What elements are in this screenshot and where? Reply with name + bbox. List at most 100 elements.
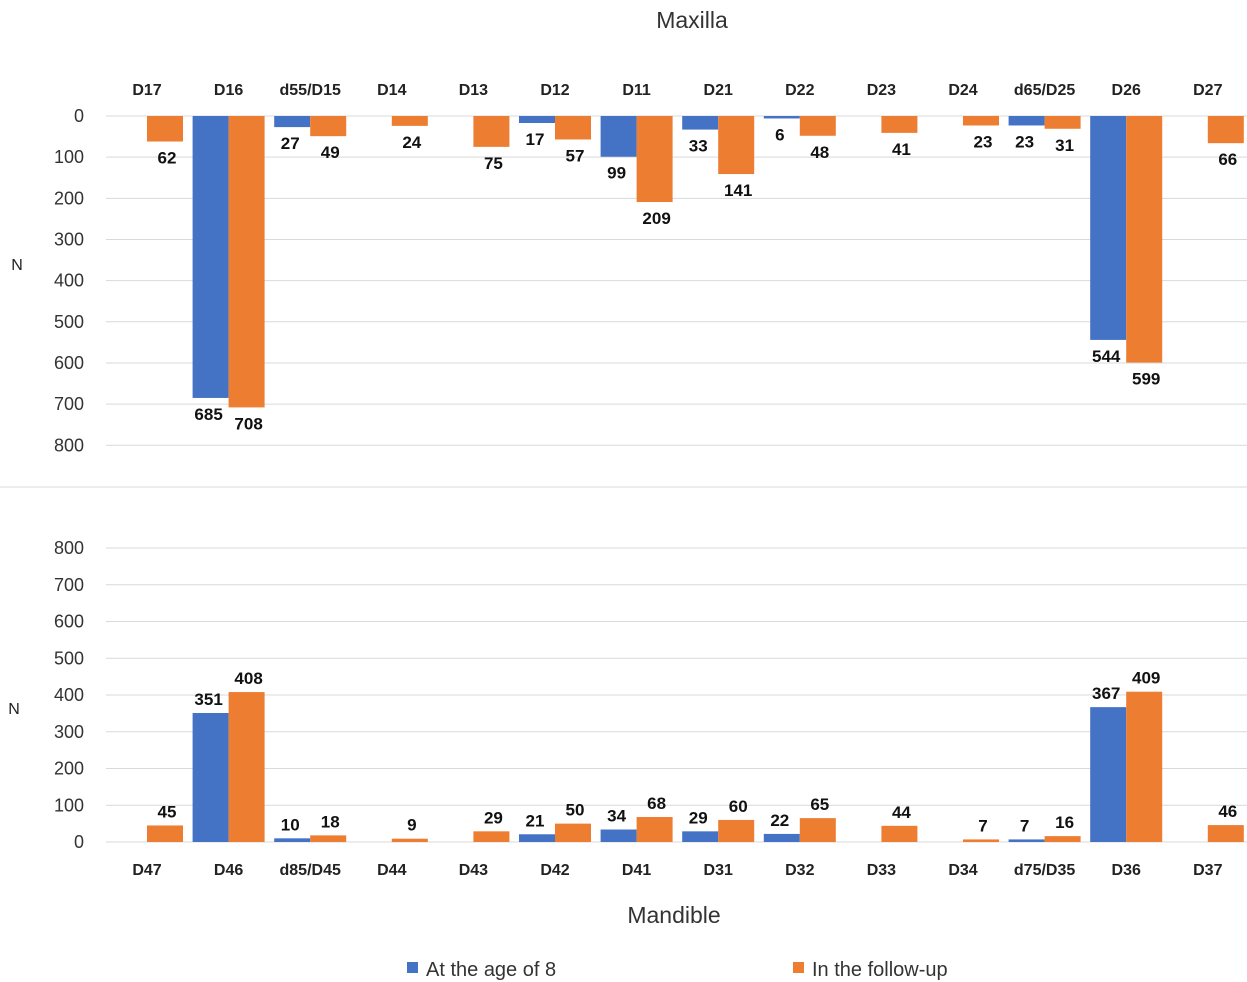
max-y-tick-label: 300 (54, 229, 84, 249)
legend-label-age8: At the age of 8 (426, 959, 556, 981)
man-bar-followup (228, 692, 265, 842)
man-data-label-followup: 68 (647, 794, 666, 813)
man-bar-followup (391, 838, 428, 842)
man-category-label: d85/D45 (280, 862, 341, 879)
man-bar-age8 (519, 834, 555, 842)
max-bar-followup (228, 116, 265, 408)
max-y-tick-label: 200 (54, 188, 84, 208)
max-category-label: D21 (704, 82, 733, 99)
man-data-label-followup: 60 (729, 797, 748, 816)
man-category-label: D37 (1193, 862, 1222, 879)
man-bar-followup (1044, 836, 1081, 842)
man-bar-followup (1207, 825, 1244, 842)
max-category-label: D17 (132, 82, 161, 99)
max-y-tick-label: 100 (54, 147, 84, 167)
max-data-label-age8: 23 (1015, 132, 1034, 151)
man-y-tick-label: 600 (54, 612, 84, 632)
man-category-label: d75/D35 (1014, 862, 1075, 879)
max-bar-age8 (192, 116, 229, 398)
max-bar-age8 (519, 116, 555, 123)
man-data-label-followup: 50 (566, 801, 585, 820)
max-y-tick-label: 0 (74, 106, 84, 126)
max-category-label: d65/D25 (1014, 82, 1075, 99)
man-data-label-followup: 9 (407, 816, 416, 835)
man-data-label-age8: 22 (770, 811, 789, 830)
man-data-label-followup: 44 (892, 803, 911, 822)
man-bar-age8 (1008, 839, 1045, 842)
man-category-label: D42 (540, 862, 569, 879)
max-bar-followup (473, 116, 510, 147)
man-bar-followup (473, 831, 510, 842)
man-y-tick-label: 700 (54, 575, 84, 595)
max-bar-followup (636, 116, 673, 203)
maxilla-y-ticks: 0 100 200 300 400 500 600 700 800 (54, 106, 84, 455)
maxilla-bars (147, 116, 1244, 408)
mandible-category-labels: D47 D46 d85/D45 D44 D43 D42 D41 D31 D32 D33 D34 d75… (132, 862, 1222, 879)
max-category-label: D23 (867, 82, 896, 99)
man-data-label-followup: 65 (810, 795, 829, 814)
man-data-label-age8: 367 (1092, 684, 1120, 703)
max-bar-followup (799, 116, 836, 136)
max-bar-followup (1044, 116, 1081, 129)
max-y-tick-label: 500 (54, 312, 84, 332)
max-category-label: D11 (622, 82, 651, 99)
max-data-label-age8: 33 (689, 137, 708, 156)
man-category-label: D47 (132, 862, 161, 879)
man-category-label: D44 (377, 862, 406, 879)
max-category-label: D27 (1193, 82, 1222, 99)
man-bar-age8 (274, 838, 311, 842)
max-bar-followup (555, 116, 591, 140)
man-bar-age8 (600, 829, 637, 842)
man-bar-followup (310, 835, 347, 842)
maxilla-data-labels: 685 27 17 99 33 6 23 544 62 708 49 24 75 57 209 141 48 41… (158, 125, 1238, 433)
max-data-label-age8: 6 (775, 125, 784, 144)
man-y-tick-label: 300 (54, 722, 84, 742)
man-y-tick-label: 500 (54, 648, 84, 668)
man-category-label: D41 (622, 862, 651, 879)
man-data-label-followup: 409 (1132, 669, 1160, 688)
mandible-y-ticks: 0 100 200 300 400 500 600 700 800 (54, 538, 84, 852)
legend-swatch-age8 (407, 962, 418, 973)
max-data-label-followup: 75 (484, 154, 503, 173)
man-y-tick-label: 200 (54, 759, 84, 779)
man-data-label-followup: 408 (234, 669, 262, 688)
legend-swatch-followup (793, 962, 804, 973)
max-bar-age8 (1008, 116, 1045, 126)
man-data-label-age8: 7 (1020, 816, 1029, 835)
man-y-tick-label: 400 (54, 685, 84, 705)
man-y-tick-label: 0 (74, 832, 84, 852)
man-bar-age8 (192, 713, 229, 842)
man-bar-followup (881, 825, 918, 842)
man-data-label-followup: 29 (484, 808, 503, 827)
man-category-label: D43 (459, 862, 488, 879)
man-bar-age8 (682, 831, 719, 842)
max-data-label-followup: 57 (566, 146, 585, 165)
max-y-tick-label: 400 (54, 271, 84, 291)
man-bar-followup (963, 839, 999, 842)
max-data-label-followup: 31 (1055, 136, 1074, 155)
man-data-label-followup: 7 (978, 816, 987, 835)
man-data-label-followup: 45 (158, 802, 177, 821)
mandible-bars (147, 691, 1244, 842)
man-bar-followup (718, 819, 755, 842)
man-data-label-age8: 29 (689, 808, 708, 827)
man-category-label: D34 (948, 862, 977, 879)
man-bar-age8 (1090, 707, 1127, 842)
man-bar-followup (636, 817, 673, 842)
max-data-label-age8: 99 (607, 164, 626, 183)
max-data-label-followup: 49 (321, 143, 340, 162)
max-data-label-followup: 62 (158, 149, 177, 168)
legend: At the age of 8 In the follow-up (407, 959, 948, 981)
man-bar-followup (799, 818, 836, 842)
man-bar-followup (147, 825, 183, 842)
max-data-label-followup: 23 (974, 132, 993, 151)
max-bar-age8 (763, 116, 800, 119)
max-category-label: D26 (1112, 82, 1141, 99)
max-bar-followup (391, 116, 428, 126)
max-y-tick-label: 600 (54, 353, 84, 373)
mandible-gridlines (106, 547, 1247, 843)
mandible-y-axis-label: N (8, 701, 20, 718)
mandible-data-labels: 351 10 21 34 29 22 7 367 45 408 18 9 29 50 68 60 65 44 7 16… (158, 669, 1238, 836)
max-bar-age8 (1090, 116, 1127, 340)
